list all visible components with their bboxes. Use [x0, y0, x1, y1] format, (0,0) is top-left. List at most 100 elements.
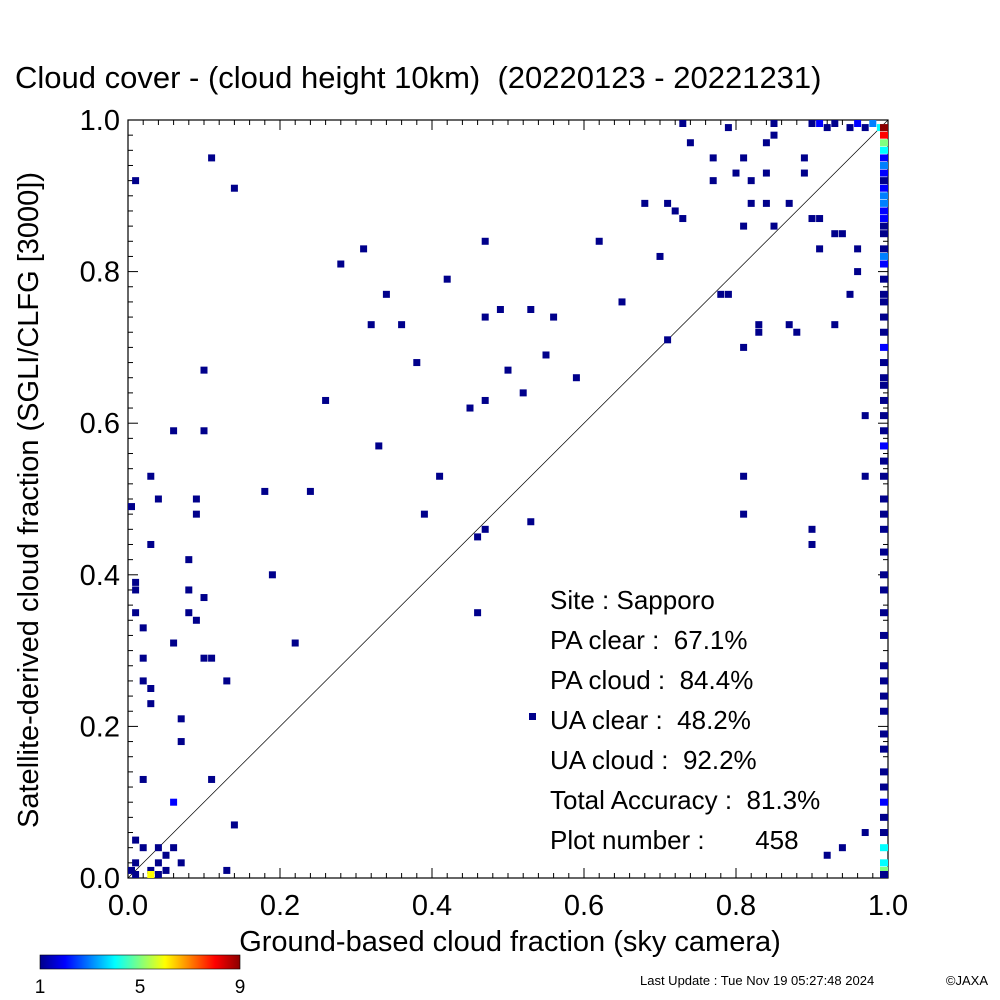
- data-cell: [709, 177, 717, 185]
- data-cell: [139, 844, 147, 852]
- edge-column-cell: [880, 252, 888, 260]
- edge-column-cell: [880, 222, 888, 230]
- data-cell: [147, 472, 155, 480]
- data-cell: [230, 184, 238, 192]
- data-cell: [261, 487, 269, 495]
- edge-column-cell: [880, 146, 888, 154]
- edge-column-cell: [880, 631, 888, 639]
- data-cell: [770, 120, 778, 127]
- data-cell: [656, 252, 664, 260]
- data-cell: [147, 866, 155, 874]
- colorbar-tick-label: 1: [35, 977, 46, 998]
- data-cell: [139, 775, 147, 783]
- edge-column-cell: [880, 124, 888, 132]
- data-cell: [808, 120, 816, 127]
- data-cell: [785, 199, 793, 207]
- data-cell: [185, 586, 193, 594]
- data-cell: [177, 715, 185, 723]
- data-cell: [572, 374, 580, 382]
- data-cell: [641, 199, 649, 207]
- edge-column-cell: [880, 859, 888, 867]
- x-tick-label: 0.8: [716, 890, 756, 922]
- data-cell: [230, 821, 238, 829]
- chart-title: Cloud cover - (cloud height 10km) (20220…: [15, 60, 821, 95]
- data-cell: [185, 609, 193, 617]
- edge-column-cell: [880, 215, 888, 223]
- y-tick-label: 0.8: [80, 257, 120, 289]
- data-cell: [466, 404, 474, 412]
- edge-column-cell: [880, 866, 888, 874]
- edge-column-cell: [880, 313, 888, 321]
- data-cell: [785, 321, 793, 329]
- data-cell: [200, 594, 208, 602]
- data-cell: [154, 871, 162, 878]
- y-tick-label: 0.0: [80, 863, 120, 895]
- data-cell: [443, 275, 451, 283]
- data-cell: [755, 321, 763, 329]
- data-cell: [132, 177, 140, 185]
- colorbar: [39, 954, 241, 970]
- data-cell: [177, 738, 185, 746]
- edge-column-cell: [880, 177, 888, 185]
- data-cell: [679, 120, 687, 127]
- data-cell: [139, 624, 147, 632]
- edge-column-cell: [880, 245, 888, 253]
- data-cell: [504, 366, 512, 374]
- y-tick-labels: 0.0 0.2 0.4 0.6 0.8 1.0: [80, 105, 120, 895]
- edge-column-cell: [880, 442, 888, 450]
- edge-column-cell: [880, 359, 888, 367]
- edge-column-cell: [880, 813, 888, 821]
- data-cell: [474, 533, 482, 541]
- data-cell: [542, 351, 550, 359]
- data-cell: [595, 237, 603, 245]
- data-cell: [740, 510, 748, 518]
- data-cell: [724, 290, 732, 298]
- data-cell: [208, 654, 216, 662]
- data-cell: [147, 871, 155, 878]
- edge-column-cell: [880, 692, 888, 700]
- data-cell: [132, 578, 140, 586]
- data-cell: [838, 844, 846, 852]
- data-cell: [474, 609, 482, 617]
- data-cell: [132, 586, 140, 594]
- data-cell: [861, 412, 869, 420]
- data-cell: [679, 215, 687, 223]
- stat-line: PA cloud : 84.4%: [550, 665, 753, 695]
- data-cell: [170, 798, 178, 806]
- data-cell: [208, 154, 216, 162]
- data-cell: [861, 829, 869, 837]
- colorbar-tick-label: 9: [235, 977, 246, 998]
- data-cell: [128, 866, 135, 874]
- data-cell: [481, 396, 489, 404]
- data-cell: [664, 199, 672, 207]
- data-cell: [147, 700, 155, 708]
- legend-point-marker: [529, 713, 536, 720]
- data-cell: [740, 222, 748, 230]
- data-cell: [139, 677, 147, 685]
- data-cell: [223, 866, 231, 874]
- data-cell: [854, 245, 862, 253]
- edge-column-cell: [880, 495, 888, 503]
- data-cell: [800, 169, 808, 177]
- data-cell: [808, 525, 816, 533]
- data-cell: [375, 442, 383, 450]
- colorbar-ticks: 1 5 9: [35, 977, 246, 998]
- data-cell: [200, 366, 208, 374]
- stat-line: Total Accuracy : 81.3%: [550, 785, 820, 815]
- edge-column-cell: [880, 745, 888, 753]
- data-cell: [854, 268, 862, 276]
- x-tick-label: 1.0: [868, 890, 908, 922]
- data-cell: [192, 510, 200, 518]
- data-cells: [128, 120, 888, 878]
- edge-column-cell: [880, 586, 888, 594]
- data-cell: [132, 609, 140, 617]
- edge-column-cell: [880, 131, 888, 139]
- edge-column-cell: [880, 707, 888, 715]
- data-cell: [831, 120, 839, 127]
- edge-column-cell: [880, 427, 888, 435]
- data-cell: [854, 120, 862, 127]
- data-cell: [831, 230, 839, 238]
- y-axis-label: Satellite-derived cloud fraction (SGLI/C…: [13, 172, 45, 828]
- data-cell: [413, 359, 421, 367]
